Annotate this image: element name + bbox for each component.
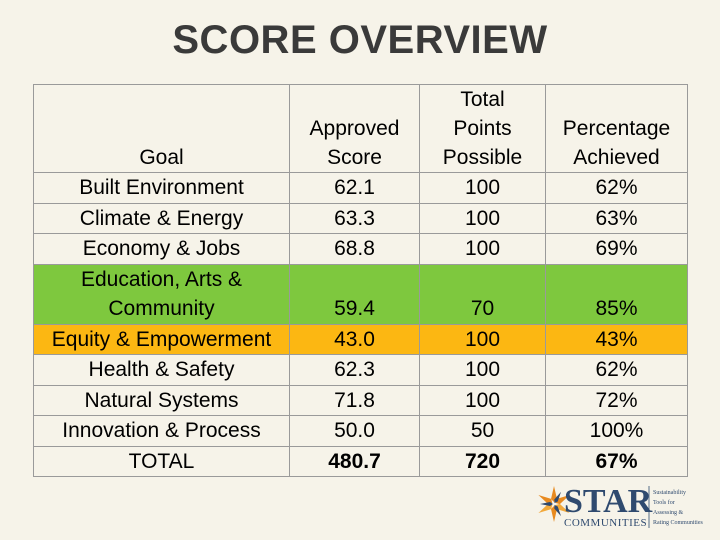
possible-cell: 50 — [419, 415, 546, 447]
logo-tagline-3: Assessing & — [653, 510, 684, 516]
header-approved-score: Approved Score — [289, 84, 420, 173]
goal-cell: Natural Systems — [33, 384, 290, 416]
table-row: Economy & Jobs 68.8 100 69% — [33, 233, 688, 265]
percent-cell: 72% — [545, 384, 688, 416]
goal-cell: Economy & Jobs — [33, 233, 290, 265]
total-label-cell: TOTAL — [33, 445, 290, 477]
table-row-highlight-orange: Equity & Empowerment 43.0 100 43% — [33, 323, 688, 355]
table-row: Natural Systems 71.8 100 72% — [33, 384, 688, 416]
goal-cell: Climate & Energy — [33, 202, 290, 234]
logo-tagline-4: Rating Communities — [653, 520, 703, 526]
goal-cell: Equity & Empowerment — [33, 323, 290, 355]
score-cell: 43.0 — [289, 323, 420, 355]
possible-cell: 100 — [419, 384, 546, 416]
score-cell: 62.1 — [289, 172, 420, 204]
possible-cell: 100 — [419, 323, 546, 355]
table-row: Climate & Energy 63.3 100 63% — [33, 202, 688, 234]
table-row: Built Environment 62.1 100 62% — [33, 172, 688, 204]
goal-cell: Innovation & Process — [33, 415, 290, 447]
header-percentage-achieved: Percentage Achieved — [545, 84, 688, 173]
table-row: Innovation & Process 50.0 50 100% — [33, 415, 688, 447]
percent-cell: 62% — [545, 354, 688, 386]
percent-cell: 63% — [545, 202, 688, 234]
table-header-row: Goal Approved Score Total Points Possible P… — [33, 84, 688, 173]
total-percent-cell: 67% — [545, 445, 688, 477]
total-possible-cell: 720 — [419, 445, 546, 477]
possible-cell: 100 — [419, 233, 546, 265]
percent-cell: 100% — [545, 415, 688, 447]
logo-communities-text: COMMUNITIES — [564, 517, 647, 529]
percent-cell: 43% — [545, 323, 688, 355]
score-cell: 62.3 — [289, 354, 420, 386]
page-title: SCORE OVERVIEW — [172, 18, 548, 62]
header-goal: Goal — [33, 84, 290, 173]
goal-cell: Built Environment — [33, 172, 290, 204]
table-row-total: TOTAL 480.7 720 67% — [33, 445, 688, 477]
percent-cell: 85% — [545, 263, 688, 325]
percent-cell: 62% — [545, 172, 688, 204]
possible-cell: 100 — [419, 172, 546, 204]
score-cell: 68.8 — [289, 233, 420, 265]
score-cell: 59.4 — [289, 263, 420, 325]
possible-cell: 100 — [419, 354, 546, 386]
table-row-highlight-green: Education, Arts & Community 59.4 70 85% — [33, 263, 688, 325]
logo-star-text: STAR — [564, 483, 653, 520]
score-cell: 71.8 — [289, 384, 420, 416]
goal-cell: Education, Arts & Community — [33, 263, 290, 325]
header-total-points-possible: Total Points Possible — [419, 84, 546, 173]
score-cell: 50.0 — [289, 415, 420, 447]
star-burst-icon — [538, 486, 570, 522]
logo-tagline-2: Tools for — [653, 499, 675, 506]
score-cell: 63.3 — [289, 202, 420, 234]
possible-cell: 70 — [419, 263, 546, 325]
table-row: Health & Safety 62.3 100 62% — [33, 354, 688, 386]
logo-tagline-1: Sustainability — [653, 490, 686, 496]
possible-cell: 100 — [419, 202, 546, 234]
total-score-cell: 480.7 — [289, 445, 420, 477]
goal-cell: Health & Safety — [33, 354, 290, 386]
star-communities-logo: STAR COMMUNITIES Sustainability Tools fo… — [538, 483, 703, 529]
score-table: Goal Approved Score Total Points Possible P… — [33, 84, 688, 477]
percent-cell: 69% — [545, 233, 688, 265]
